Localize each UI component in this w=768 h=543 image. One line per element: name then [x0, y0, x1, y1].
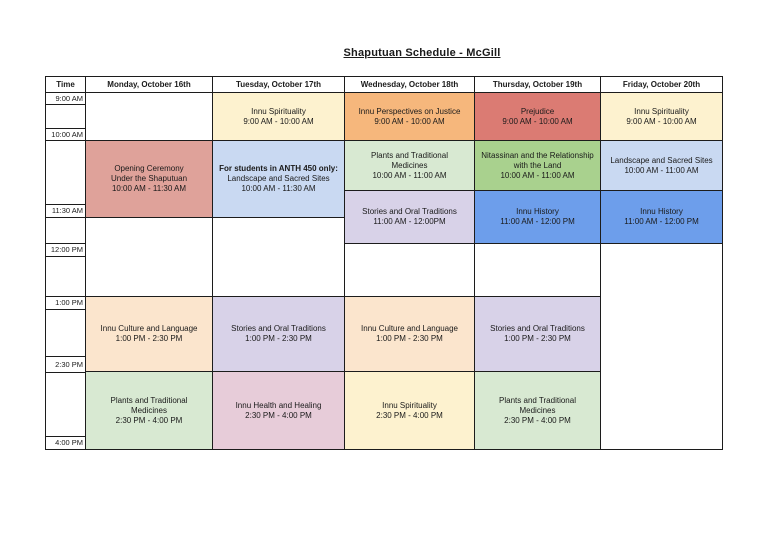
- event-time-range: 1:00 PM - 2:30 PM: [504, 334, 571, 343]
- event-title-line: Innu Culture and Language: [361, 324, 458, 333]
- event-title-line: Under the Shaputuan: [110, 174, 188, 183]
- event-time-range: 2:30 PM - 4:00 PM: [245, 410, 312, 420]
- empty-cell: [474, 243, 601, 297]
- event-title-line: Medicines: [519, 405, 556, 415]
- event-cell: Plants and Traditional Medicines 2:30 PM -…: [85, 371, 213, 450]
- event-time-range: 2:30 PM - 4:00 PM: [376, 410, 443, 420]
- event-time-range: 9:00 AM - 10:00 AM: [374, 116, 445, 126]
- event-cell: Innu Spirituality 9:00 AM - 10:00 AM: [600, 92, 723, 141]
- day-header: Friday, October 20th: [600, 76, 723, 93]
- time-gap-cell: [45, 256, 86, 297]
- event-title-line: Innu Culture and Language: [100, 324, 198, 333]
- event-cell: Innu Culture and Language 1:00 PM - 2:30 …: [344, 296, 475, 372]
- time-gap-cell: [45, 372, 86, 437]
- event-title-line: Opening Ceremony: [114, 164, 184, 173]
- day-header: Tuesday, October 17th: [212, 76, 345, 93]
- event-time-range: 1:00 PM - 2:30 PM: [376, 334, 443, 343]
- time-gap-cell: [45, 140, 86, 205]
- time-gap-cell: [45, 217, 86, 244]
- event-cell: Innu Spirituality 2:30 PM - 4:00 PM: [344, 371, 475, 450]
- event-cell: Landscape and Sacred Sites 10:00 AM - 11:…: [600, 140, 723, 191]
- event-time-range: 9:00 AM - 10:00 AM: [243, 116, 314, 126]
- time-label: 12:00 PM: [45, 243, 86, 257]
- event-time-range: 11:00 AM - 12:00PM: [373, 217, 446, 226]
- event-time-range: 2:30 PM - 4:00 PM: [115, 415, 183, 425]
- empty-cell: [600, 243, 723, 450]
- event-time-range: 11:00 AM - 12:00 PM: [500, 217, 575, 226]
- event-title-line: Plants and Traditional: [110, 395, 188, 405]
- event-title-line: Landscape and Sacred Sites: [227, 174, 330, 183]
- time-gap-cell: [45, 104, 86, 129]
- event-time-range: 1:00 PM - 2:30 PM: [245, 334, 312, 343]
- event-time-range: 11:00 AM - 12:00 PM: [624, 217, 699, 226]
- event-title-line: Plants and Traditional: [371, 150, 448, 160]
- event-time-range: 10:00 AM - 11:30 AM: [241, 184, 316, 193]
- event-time-range: 10:00 AM - 11:00 AM: [500, 170, 575, 180]
- event-title-line: Stories and Oral Traditions: [231, 324, 326, 333]
- event-cell: Opening Ceremony Under the Shaputuan 10:00…: [85, 140, 213, 218]
- event-title-line: Prejudice: [520, 106, 555, 116]
- event-title-line: Innu Perspectives on Justice: [358, 106, 461, 116]
- event-title-line: with the Land: [513, 160, 562, 170]
- event-cell: Innu Perspectives on Justice 9:00 AM - 10…: [344, 92, 475, 141]
- event-time-range: 9:00 AM - 10:00 AM: [626, 116, 697, 126]
- event-cell: Innu Culture and Language 1:00 PM - 2:30 …: [85, 296, 213, 372]
- time-gap-cell: [45, 309, 86, 357]
- event-cell: Innu Spirituality 9:00 AM - 10:00 AM: [212, 92, 345, 141]
- event-title-line: Plants and Traditional: [499, 395, 576, 405]
- event-title-line: Landscape and Sacred Sites: [610, 155, 713, 165]
- event-title-line: Innu Spirituality: [251, 106, 306, 116]
- event-cell: Plants and Traditional Medicines 10:00 AM …: [344, 140, 475, 191]
- event-title-line: Nitassinan and the Relationship: [481, 150, 594, 160]
- empty-cell: [344, 243, 475, 297]
- time-column-header: Time: [45, 76, 86, 93]
- event-time-range: 1:00 PM - 2:30 PM: [115, 334, 183, 343]
- time-label: 1:00 PM: [45, 296, 86, 310]
- event-time-range: 10:00 AM - 11:00 AM: [372, 170, 447, 180]
- event-cell: Stories and Oral Traditions 1:00 PM - 2:3…: [212, 296, 345, 372]
- empty-cell: [212, 217, 345, 297]
- event-cell: Innu Health and Healing 2:30 PM - 4:00 PM: [212, 371, 345, 450]
- page-title: Shaputuan Schedule - McGill: [343, 47, 501, 59]
- event-time-range: 10:00 AM - 11:00 AM: [624, 165, 699, 175]
- event-title-line: Innu Spirituality: [382, 400, 437, 410]
- day-header: Monday, October 16th: [85, 76, 213, 93]
- empty-cell: [85, 92, 213, 141]
- event-time-range: 2:30 PM - 4:00 PM: [504, 415, 571, 425]
- event-title-line: For students in ANTH 450 only:: [219, 164, 338, 173]
- event-title-line: Innu History: [516, 207, 559, 216]
- day-header: Thursday, October 19th: [474, 76, 601, 93]
- event-cell: Nitassinan and the Relationship with the …: [474, 140, 601, 191]
- time-label: 11:30 AM: [45, 204, 86, 218]
- event-cell: Prejudice 9:00 AM - 10:00 AM: [474, 92, 601, 141]
- event-cell: Innu History 11:00 AM - 12:00 PM: [474, 190, 601, 244]
- time-label: 4:00 PM: [45, 436, 86, 450]
- event-cell: For students in ANTH 450 only: Landscape …: [212, 140, 345, 218]
- event-cell: Stories and Oral Traditions 11:00 AM - 12…: [344, 190, 475, 244]
- event-time-range: 10:00 AM - 11:30 AM: [111, 184, 187, 193]
- event-title-line: Innu Health and Healing: [235, 400, 322, 410]
- event-title-line: Medicines: [130, 405, 167, 415]
- event-title-line: Medicines: [391, 160, 428, 170]
- day-header: Wednesday, October 18th: [344, 76, 475, 93]
- empty-cell: [85, 217, 213, 297]
- event-title-line: Innu Spirituality: [634, 106, 689, 116]
- event-title-line: Stories and Oral Traditions: [362, 207, 457, 216]
- event-time-range: 9:00 AM - 10:00 AM: [502, 116, 573, 126]
- event-title-line: Innu History: [640, 207, 683, 216]
- event-cell: Stories and Oral Traditions 1:00 PM - 2:3…: [474, 296, 601, 372]
- time-label: 2:30 PM: [45, 356, 86, 373]
- event-cell: Innu History 11:00 AM - 12:00 PM: [600, 190, 723, 244]
- event-cell: Plants and Traditional Medicines 2:30 PM -…: [474, 371, 601, 450]
- event-title-line: Stories and Oral Traditions: [490, 324, 585, 333]
